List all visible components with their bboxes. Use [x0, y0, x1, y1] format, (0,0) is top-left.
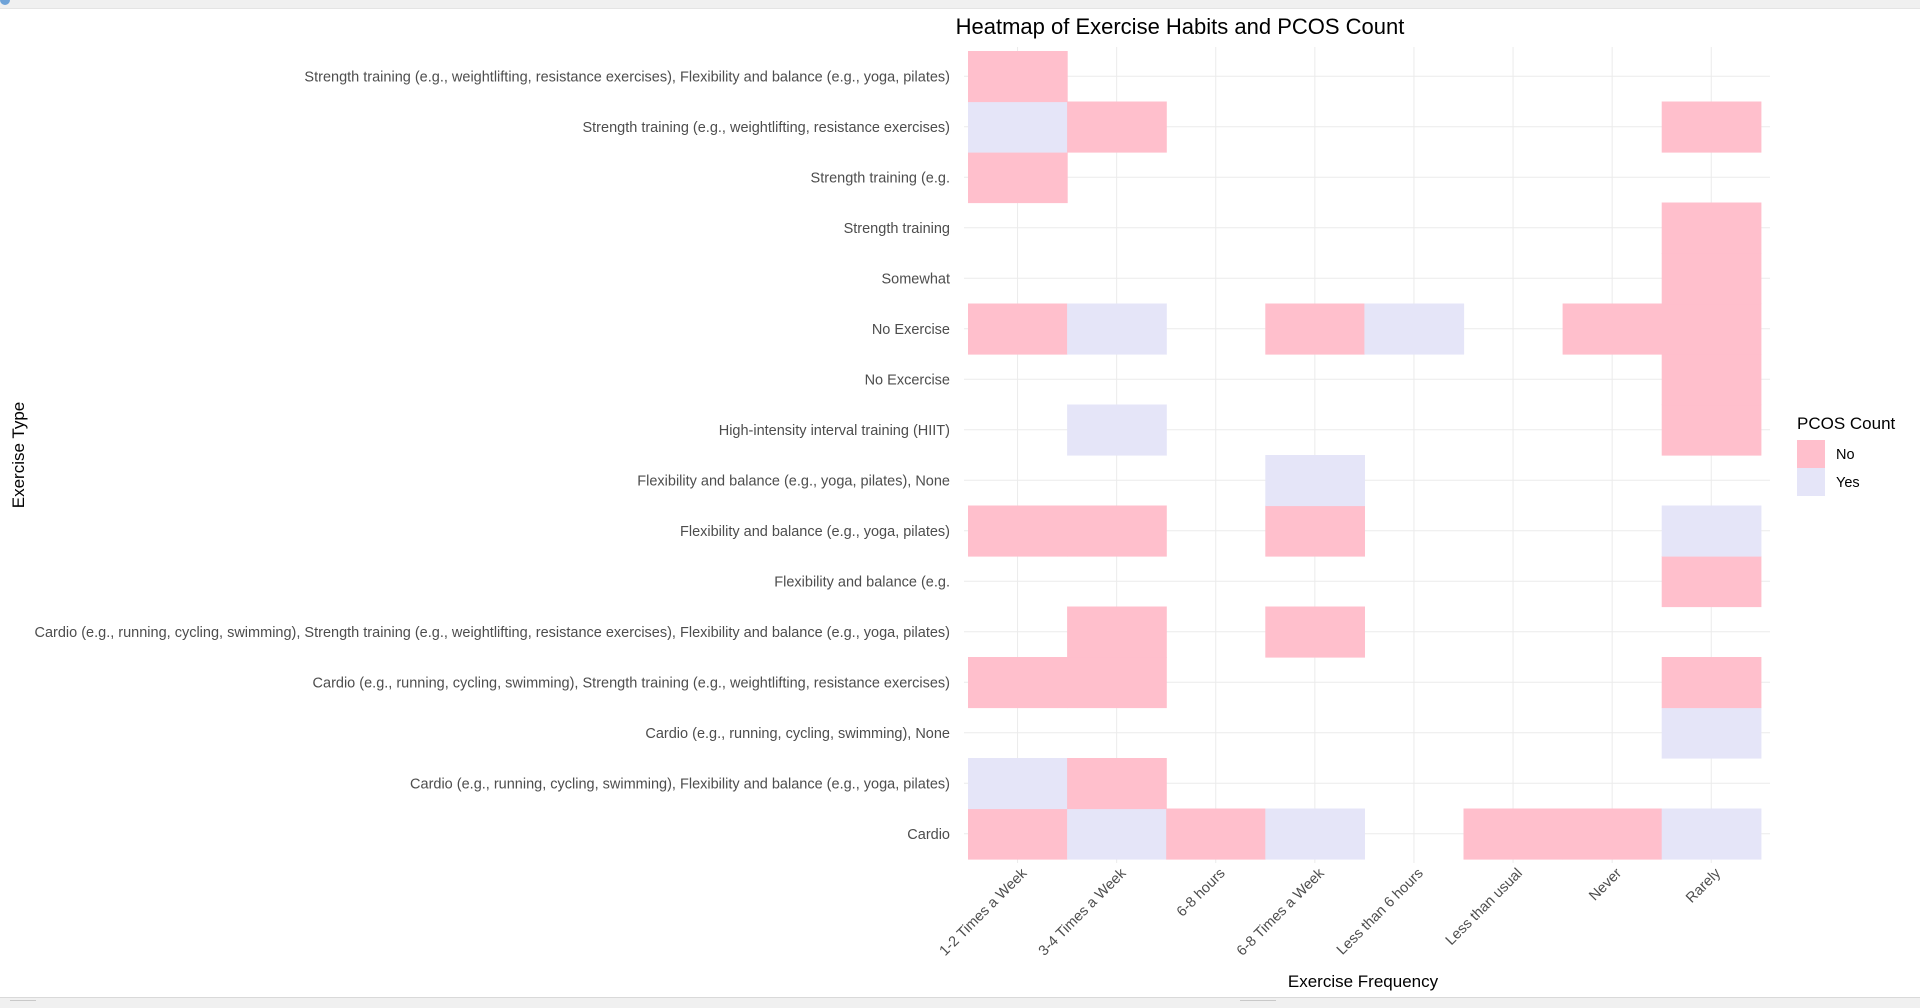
heatmap-cell-no: [1661, 556, 1762, 608]
heatmap-cell-no: [1661, 253, 1762, 305]
x-tick-label: Less than 6 hours: [1334, 866, 1427, 959]
heatmap-cell-yes: [1661, 808, 1762, 860]
legend-swatch-no: [1797, 440, 1825, 468]
heatmap-cell-yes: [968, 101, 1068, 153]
y-tick-label: Flexibility and balance (e.g., yoga, pil…: [637, 473, 950, 489]
y-axis-title: Exercise Type: [9, 402, 28, 508]
heatmap-cell-no: [1067, 101, 1167, 153]
x-tick-label: 6-8 hours: [1174, 866, 1229, 921]
heatmap-cell-no: [968, 303, 1068, 355]
y-tick-label: Cardio (e.g., running, cycling, swimming…: [313, 675, 950, 691]
heatmap-cell-yes: [1661, 707, 1762, 759]
x-tick-label: 3-4 Times a Week: [1036, 865, 1130, 959]
heatmap-cell-no: [1067, 758, 1167, 810]
y-tick-label: Cardio (e.g., running, cycling, swimming…: [645, 726, 950, 742]
heatmap-cell-no: [1265, 505, 1365, 557]
chart-title: Heatmap of Exercise Habits and PCOS Coun…: [956, 14, 1405, 39]
y-tick-label: Flexibility and balance (e.g., yoga, pil…: [680, 524, 950, 540]
legend-items: No Yes: [1797, 440, 1860, 496]
y-tick-label: Cardio: [907, 827, 950, 843]
y-tick-label: No Excercise: [865, 372, 950, 388]
y-tick-labels: Cardio Cardio (e.g., running, cycling, sw…: [34, 69, 950, 843]
heatmap-cell-no: [1067, 505, 1167, 557]
x-tick-label: Rarely: [1683, 865, 1724, 906]
y-tick-label: Cardio (e.g., running, cycling, swimming…: [34, 625, 950, 641]
grid-layer: [964, 47, 1770, 863]
heatmap-cell-no: [968, 505, 1068, 557]
heatmap-cell-no: [1265, 606, 1365, 658]
heatmap-cell-no: [1562, 303, 1663, 355]
y-tick-label: Flexibility and balance (e.g.: [774, 574, 950, 590]
heatmap-cell-no: [1661, 202, 1762, 254]
heatmap-cell-yes: [1067, 303, 1167, 355]
legend-label-yes: Yes: [1836, 475, 1860, 491]
x-axis-title: Exercise Frequency: [1288, 972, 1439, 991]
heatmap-cell-no: [968, 657, 1068, 709]
x-tick-label: 6-8 Times a Week: [1234, 865, 1328, 959]
x-tick-labels: 1-2 Times a Week 3-4 Times a Week 6-8 hour…: [937, 865, 1725, 959]
legend-title: PCOS Count: [1797, 414, 1896, 433]
heatmap-cell-yes: [968, 758, 1068, 810]
heatmap-cell-no: [968, 808, 1068, 860]
heatmap-cell-no: [1661, 657, 1762, 709]
cell-layer: [968, 51, 1762, 860]
legend-label-no: No: [1836, 447, 1855, 463]
panel-splitter-handle[interactable]: [1240, 1000, 1276, 1005]
legend: PCOS Count No Yes: [1797, 414, 1896, 496]
heatmap-cell-no: [1463, 808, 1564, 860]
x-tick-label: 1-2 Times a Week: [937, 865, 1031, 959]
y-tick-label: Strength training (e.g., weightlifting, …: [582, 120, 950, 136]
x-tick-label: Less than usual: [1443, 866, 1526, 949]
heatmap-cell-no: [1562, 808, 1663, 860]
heatmap-cell-no: [1067, 657, 1167, 709]
y-tick-label: Strength training (e.g., weightlifting, …: [304, 69, 950, 85]
y-tick-label: No Exercise: [872, 322, 950, 338]
app-icon: [0, 0, 10, 5]
window-top-strip: [0, 0, 1920, 9]
heatmap-cell-yes: [1661, 505, 1762, 557]
heatmap-cell-no: [968, 152, 1068, 204]
window-bottom-strip: [0, 997, 1920, 1008]
y-tick-label: Strength training: [844, 221, 950, 237]
heatmap-cell-yes: [1265, 808, 1365, 860]
y-tick-label: Cardio (e.g., running, cycling, swimming…: [410, 776, 950, 792]
heatmap-cell-no: [1265, 303, 1365, 355]
heatmap-cell-yes: [1265, 455, 1365, 507]
y-tick-label: Strength training (e.g.: [811, 170, 950, 186]
heatmap-cell-no: [1661, 354, 1762, 406]
heatmap-cell-no: [1661, 404, 1762, 456]
heatmap-cell-no: [1067, 606, 1167, 658]
heatmap-cell-no: [1661, 101, 1762, 153]
panel-splitter-handle[interactable]: [10, 1000, 36, 1005]
x-tick-label: Never: [1586, 865, 1625, 904]
y-tick-label: Somewhat: [881, 271, 950, 287]
legend-swatch-yes: [1797, 468, 1825, 496]
heatmap-cell-no: [1661, 303, 1762, 355]
heatmap-cell-no: [968, 51, 1068, 103]
y-tick-label: High-intensity interval training (HIIT): [719, 423, 950, 439]
heatmap-cell-yes: [1364, 303, 1465, 355]
heatmap-cell-no: [1166, 808, 1266, 860]
heatmap-cell-yes: [1067, 404, 1167, 456]
heatmap-cell-yes: [1067, 808, 1167, 860]
